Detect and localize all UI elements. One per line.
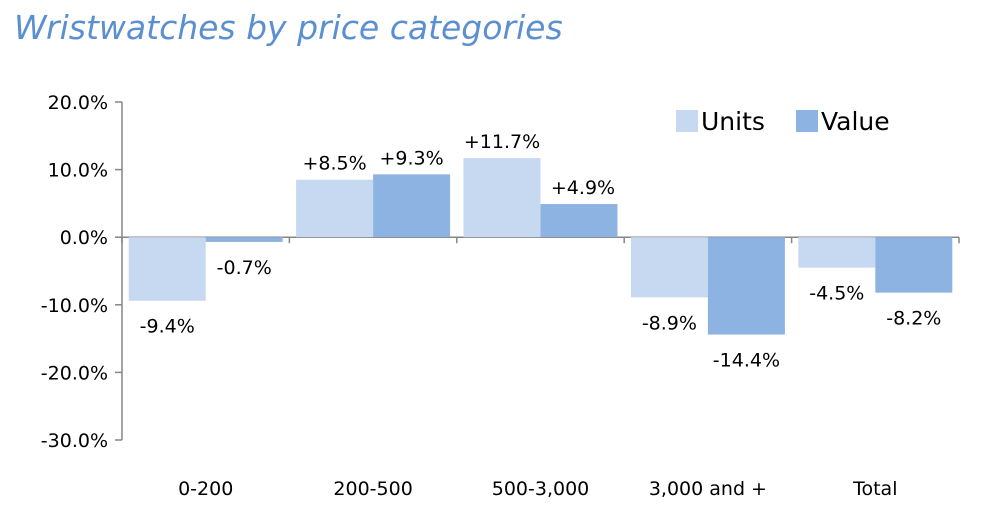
y-tick-label: 10.0%	[48, 160, 108, 182]
bar-units	[798, 237, 876, 268]
bar-units	[630, 237, 708, 298]
data-label-value: -14.4%	[713, 350, 780, 372]
y-tick-label: 20.0%	[48, 92, 108, 114]
data-label-units: -8.9%	[642, 312, 697, 334]
y-tick-label: -10.0%	[41, 295, 108, 317]
data-label-value: -0.7%	[217, 257, 272, 279]
x-tick-label: 200-500	[333, 478, 412, 500]
legend-label-value: Value	[821, 107, 890, 136]
bar-value	[373, 174, 451, 238]
legend-swatch-value	[796, 110, 818, 132]
chart-title: Wristwatches by price categories	[14, 8, 563, 47]
bar-value	[205, 237, 283, 242]
x-tick-label: 500-3,000	[492, 478, 590, 500]
data-label-units: -4.5%	[809, 283, 864, 305]
data-label-units: +8.5%	[302, 153, 366, 175]
data-label-value: +4.9%	[551, 177, 615, 199]
bar-value	[875, 237, 953, 293]
data-label-units: +11.7%	[464, 131, 540, 153]
x-tick-label: 3,000 and +	[649, 478, 767, 500]
y-tick-label: -20.0%	[41, 362, 108, 384]
bars	[128, 158, 953, 335]
y-tick-label: -30.0%	[41, 430, 108, 452]
bar-units	[296, 179, 374, 238]
axes: 20.0% 10.0% 0.0% -10.0% -20.0% -30.0% 0-200 200…	[41, 92, 960, 500]
data-label-value: +9.3%	[379, 147, 443, 169]
bar-units	[463, 158, 541, 238]
legend: Units Value	[676, 107, 890, 136]
data-labels: -9.4% +8.5% +11.7% -8.9% -4.5% -0.7% +9.3% +4.9…	[140, 131, 942, 371]
legend-label-units: Units	[701, 107, 765, 136]
bar-units	[128, 237, 206, 301]
bar-value	[707, 237, 785, 335]
data-label-units: -9.4%	[140, 316, 195, 338]
legend-swatch-units	[676, 110, 698, 132]
x-tick-label: Total	[852, 478, 897, 500]
data-label-value: -8.2%	[886, 308, 941, 330]
x-tick-label: 0-200	[178, 478, 233, 500]
y-tick-label: 0.0%	[60, 227, 108, 249]
bar-value	[540, 204, 618, 238]
